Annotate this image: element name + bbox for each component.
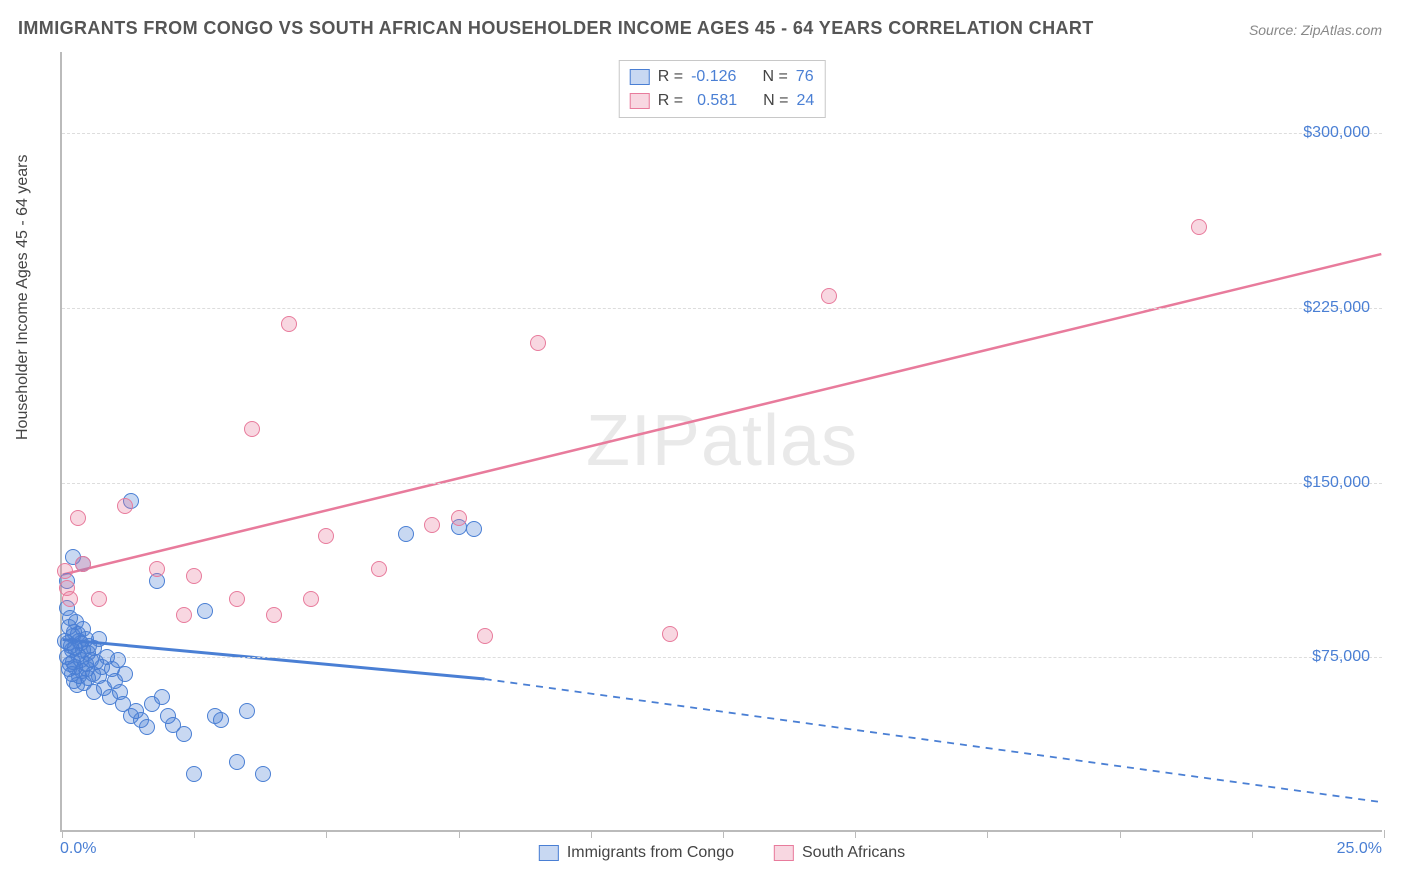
data-point-southafricans bbox=[176, 607, 192, 623]
data-point-congo bbox=[229, 754, 245, 770]
data-point-southafricans bbox=[303, 591, 319, 607]
legend-r-label: R = bbox=[658, 92, 683, 110]
data-point-congo bbox=[91, 631, 107, 647]
legend-row-congo: R = -0.126 N = 76 bbox=[630, 65, 815, 89]
watermark: ZIPatlas bbox=[586, 400, 858, 482]
legend-correlation: R = -0.126 N = 76 R = 0.581 N = 24 bbox=[619, 60, 826, 118]
data-point-congo bbox=[117, 666, 133, 682]
legend-n-sa: 24 bbox=[796, 92, 814, 110]
x-tick-max: 25.0% bbox=[1337, 840, 1382, 858]
legend-label-sa: South Africans bbox=[802, 844, 905, 862]
data-point-southafricans bbox=[70, 510, 86, 526]
legend-swatch-congo-b bbox=[539, 845, 559, 861]
legend-n-congo: 76 bbox=[796, 68, 814, 86]
legend-swatch-sa bbox=[630, 93, 650, 109]
legend-row-sa: R = 0.581 N = 24 bbox=[630, 89, 815, 113]
x-tick bbox=[855, 830, 856, 838]
data-point-southafricans bbox=[371, 561, 387, 577]
data-point-southafricans bbox=[91, 591, 107, 607]
watermark-atlas: atlas bbox=[701, 401, 858, 481]
watermark-zip: ZIP bbox=[586, 401, 701, 481]
x-tick bbox=[62, 830, 63, 838]
data-point-congo bbox=[154, 689, 170, 705]
x-tick bbox=[723, 830, 724, 838]
data-point-southafricans bbox=[266, 607, 282, 623]
data-point-southafricans bbox=[281, 316, 297, 332]
data-point-southafricans bbox=[424, 517, 440, 533]
x-tick bbox=[194, 830, 195, 838]
data-point-congo bbox=[213, 712, 229, 728]
gridline-h bbox=[62, 657, 1382, 658]
legend-n-label: N = bbox=[763, 92, 788, 110]
chart-title: IMMIGRANTS FROM CONGO VS SOUTH AFRICAN H… bbox=[18, 18, 1094, 39]
data-point-southafricans bbox=[451, 510, 467, 526]
data-point-southafricans bbox=[318, 528, 334, 544]
data-point-congo bbox=[139, 719, 155, 735]
x-tick bbox=[1252, 830, 1253, 838]
trendlines-layer bbox=[62, 52, 1382, 830]
data-point-congo bbox=[398, 526, 414, 542]
plot-area: ZIPatlas R = -0.126 N = 76 R = 0.581 N =… bbox=[60, 52, 1382, 832]
x-tick bbox=[1120, 830, 1121, 838]
y-tick-label: $75,000 bbox=[1312, 648, 1370, 666]
data-point-southafricans bbox=[75, 556, 91, 572]
legend-swatch-congo bbox=[630, 69, 650, 85]
legend-series: Immigrants from Congo South Africans bbox=[539, 844, 905, 862]
data-point-congo bbox=[176, 726, 192, 742]
x-tick bbox=[1384, 830, 1385, 838]
legend-r-sa: 0.581 bbox=[691, 92, 737, 110]
data-point-southafricans bbox=[244, 421, 260, 437]
legend-r-label: R = bbox=[658, 68, 683, 86]
x-tick bbox=[459, 830, 460, 838]
gridline-h bbox=[62, 308, 1382, 309]
data-point-southafricans bbox=[117, 498, 133, 514]
x-tick bbox=[987, 830, 988, 838]
y-tick-label: $300,000 bbox=[1303, 124, 1370, 142]
data-point-southafricans bbox=[821, 288, 837, 304]
data-point-southafricans bbox=[662, 626, 678, 642]
data-point-southafricans bbox=[62, 591, 78, 607]
legend-r-congo: -0.126 bbox=[691, 68, 736, 86]
chart-container: IMMIGRANTS FROM CONGO VS SOUTH AFRICAN H… bbox=[0, 0, 1406, 892]
legend-item-sa: South Africans bbox=[774, 844, 905, 862]
data-point-congo bbox=[197, 603, 213, 619]
legend-item-congo: Immigrants from Congo bbox=[539, 844, 734, 862]
y-tick-label: $225,000 bbox=[1303, 299, 1370, 317]
data-point-southafricans bbox=[1191, 219, 1207, 235]
data-point-congo bbox=[466, 521, 482, 537]
legend-n-label: N = bbox=[762, 68, 787, 86]
data-point-southafricans bbox=[530, 335, 546, 351]
data-point-congo bbox=[239, 703, 255, 719]
data-point-southafricans bbox=[229, 591, 245, 607]
data-point-congo bbox=[186, 766, 202, 782]
y-tick-label: $150,000 bbox=[1303, 474, 1370, 492]
data-point-southafricans bbox=[149, 561, 165, 577]
source-attribution: Source: ZipAtlas.com bbox=[1249, 22, 1382, 38]
data-point-southafricans bbox=[477, 628, 493, 644]
x-tick-min: 0.0% bbox=[60, 840, 96, 858]
legend-swatch-sa-b bbox=[774, 845, 794, 861]
gridline-h bbox=[62, 483, 1382, 484]
data-point-congo bbox=[255, 766, 271, 782]
data-point-southafricans bbox=[186, 568, 202, 584]
y-axis-label: Householder Income Ages 45 - 64 years bbox=[14, 155, 32, 441]
x-tick bbox=[591, 830, 592, 838]
legend-label-congo: Immigrants from Congo bbox=[567, 844, 734, 862]
x-tick bbox=[326, 830, 327, 838]
data-point-southafricans bbox=[57, 563, 73, 579]
gridline-h bbox=[62, 133, 1382, 134]
